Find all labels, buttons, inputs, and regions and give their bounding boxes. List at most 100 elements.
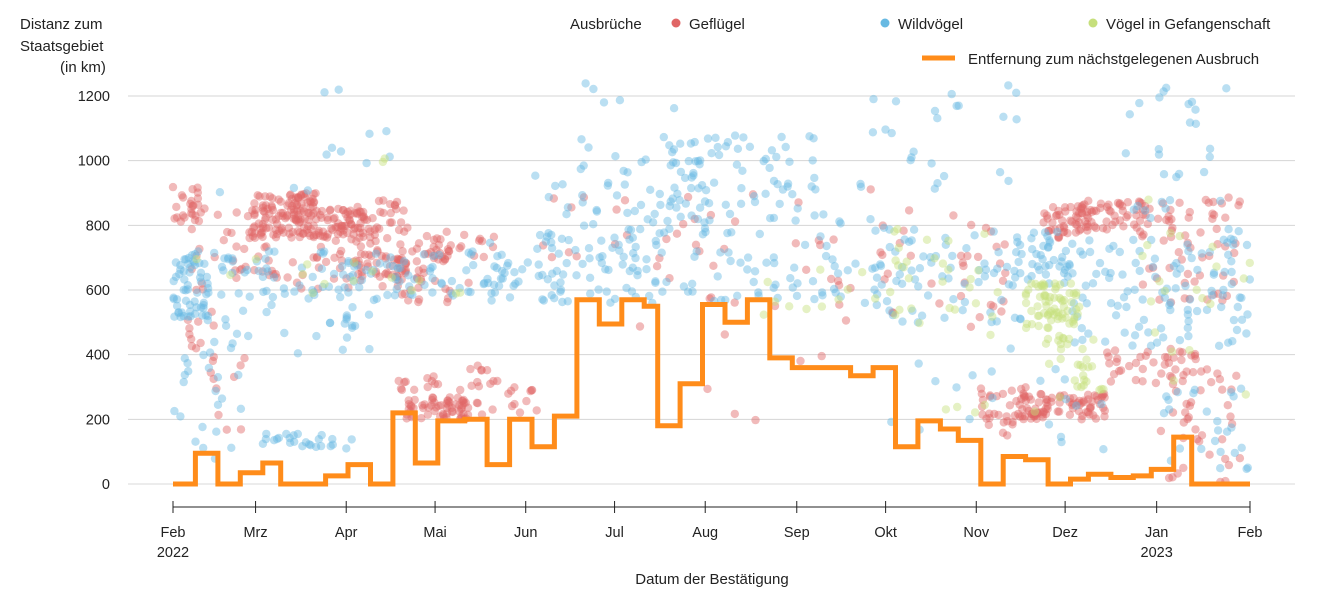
point-1 — [974, 277, 983, 287]
point-0 — [1043, 401, 1052, 411]
point-0 — [426, 247, 436, 257]
point-1 — [579, 221, 589, 230]
point-2 — [770, 297, 780, 306]
point-0 — [296, 217, 305, 227]
point-0 — [285, 229, 294, 238]
point-0 — [262, 242, 271, 251]
point-1 — [633, 271, 642, 280]
point-1 — [544, 192, 553, 202]
point-1 — [285, 433, 294, 443]
point-1 — [655, 189, 664, 199]
point-1 — [1012, 233, 1022, 242]
point-1 — [1165, 196, 1175, 205]
point-0 — [1212, 224, 1221, 234]
legend-label-gefluegel: Geflügel — [689, 16, 745, 33]
point-0 — [1191, 425, 1200, 434]
point-0 — [443, 245, 453, 254]
point-0 — [1183, 269, 1193, 279]
point-1 — [900, 235, 909, 244]
point-2 — [1053, 314, 1063, 324]
point-0 — [370, 225, 379, 234]
point-1 — [938, 272, 947, 281]
point-0 — [398, 247, 407, 256]
point-1 — [672, 203, 681, 212]
point-1 — [1060, 278, 1069, 287]
point-1 — [226, 343, 236, 353]
point-2 — [1035, 292, 1045, 301]
point-1 — [199, 443, 208, 453]
point-1 — [698, 230, 708, 239]
point-0 — [1203, 295, 1212, 304]
point-0 — [1077, 208, 1087, 218]
point-1 — [176, 265, 185, 274]
point-0 — [935, 299, 944, 308]
point-0 — [404, 396, 413, 405]
point-1 — [679, 282, 689, 291]
point-0 — [1038, 407, 1048, 416]
point-1 — [1056, 432, 1066, 442]
point-0 — [363, 259, 372, 268]
point-1 — [810, 211, 819, 220]
point-1 — [1045, 238, 1055, 247]
point-1 — [687, 173, 696, 182]
point-0 — [355, 260, 364, 269]
point-1 — [785, 157, 794, 166]
point-0 — [1104, 200, 1113, 209]
point-2 — [387, 273, 396, 282]
point-0 — [1138, 364, 1148, 374]
point-1 — [909, 147, 918, 156]
point-0 — [330, 253, 339, 262]
point-0 — [1157, 369, 1166, 378]
point-0 — [1014, 409, 1023, 419]
point-1 — [391, 275, 400, 284]
point-0 — [1105, 359, 1114, 368]
point-0 — [356, 264, 366, 273]
point-1 — [873, 290, 882, 299]
point-0 — [319, 232, 328, 241]
point-0 — [1164, 358, 1174, 368]
point-0 — [1041, 409, 1051, 419]
point-0 — [1077, 202, 1086, 211]
point-2 — [380, 154, 389, 163]
point-0 — [409, 403, 418, 413]
point-2 — [1034, 282, 1043, 291]
point-0 — [1112, 357, 1121, 367]
point-1 — [538, 270, 547, 280]
point-1 — [866, 215, 875, 224]
point-1 — [1184, 247, 1193, 256]
point-0 — [294, 193, 303, 202]
point-0 — [318, 227, 328, 236]
y-tick-label-400: 400 — [86, 348, 110, 364]
point-1 — [761, 154, 770, 164]
point-1 — [1235, 293, 1245, 302]
point-1 — [191, 437, 200, 446]
point-0 — [294, 218, 303, 228]
point-0 — [1030, 409, 1040, 419]
point-1 — [362, 265, 371, 275]
point-1 — [404, 271, 413, 280]
point-1 — [669, 145, 679, 154]
point-0 — [652, 262, 662, 271]
point-0 — [386, 200, 395, 209]
point-0 — [329, 214, 338, 224]
point-0 — [672, 229, 682, 238]
point-0 — [410, 395, 419, 405]
point-0 — [356, 219, 365, 228]
point-0 — [317, 206, 327, 216]
point-0 — [309, 253, 318, 262]
point-2 — [944, 236, 953, 245]
point-0 — [1102, 225, 1112, 234]
point-1 — [904, 237, 914, 246]
point-1 — [949, 295, 958, 304]
x-tick-label-3: Mai — [423, 525, 446, 541]
point-2 — [974, 266, 983, 275]
point-2 — [1095, 385, 1104, 395]
point-0 — [178, 193, 188, 202]
point-0 — [278, 211, 287, 221]
point-0 — [1003, 417, 1012, 426]
point-0 — [236, 361, 245, 370]
point-1 — [993, 264, 1002, 273]
point-0 — [507, 401, 517, 411]
point-1 — [642, 265, 651, 274]
point-1 — [762, 258, 771, 267]
